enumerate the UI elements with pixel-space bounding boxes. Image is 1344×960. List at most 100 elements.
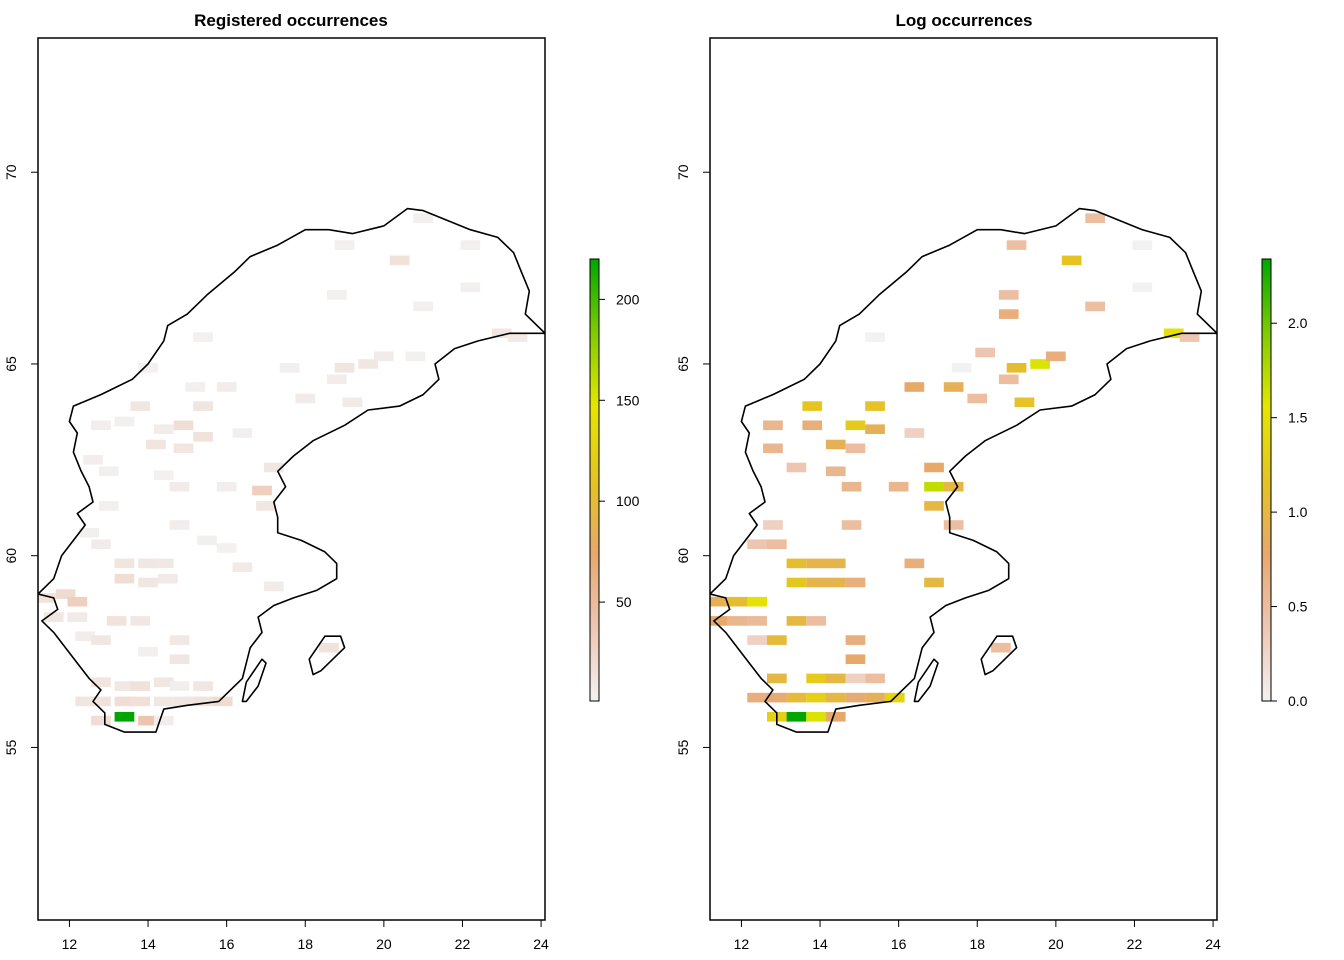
x-tick-label: 12	[734, 936, 750, 952]
raster-cell	[747, 635, 767, 645]
x-tick-label: 12	[62, 936, 78, 952]
raster-cell	[825, 466, 846, 477]
raster-cell	[91, 677, 111, 687]
raster-cell	[1132, 240, 1153, 250]
x-tick-label: 16	[891, 936, 907, 952]
raster-cell	[845, 692, 866, 703]
raster-cell	[55, 589, 76, 599]
raster-cell	[173, 443, 194, 454]
raster-cell	[1179, 332, 1200, 342]
raster-cell	[747, 596, 767, 607]
plot-area	[38, 207, 545, 733]
raster-cell	[79, 527, 99, 538]
raster-cell	[146, 439, 166, 450]
raster-cell	[138, 577, 158, 588]
chart-title: Registered occurrences	[194, 11, 388, 30]
raster-cell	[138, 558, 158, 569]
coastline-gotland	[308, 635, 346, 676]
raster-cell	[747, 616, 767, 626]
raster-cell	[216, 481, 237, 492]
raster-cell	[841, 520, 862, 530]
raster-cell	[825, 577, 846, 588]
plot-area	[710, 207, 1217, 733]
raster-cell	[975, 347, 995, 358]
raster-cell	[806, 673, 826, 684]
raster-cell	[413, 213, 433, 223]
raster-cell	[1085, 213, 1105, 223]
raster-cell	[1163, 328, 1184, 339]
raster-cell	[888, 481, 909, 492]
raster-cell	[67, 612, 88, 622]
raster-cell	[264, 462, 284, 473]
raster-cell	[825, 558, 846, 569]
raster-cell	[786, 616, 807, 626]
raster-cell	[967, 393, 988, 404]
panel-registered-occurrences: Registered occurrences 12 14 16 18 20 22 24 55 6…	[3, 11, 640, 952]
raster-cell	[1046, 351, 1066, 362]
raster-cell	[1006, 363, 1027, 373]
raster-cell	[389, 255, 410, 266]
raster-cell	[460, 240, 481, 250]
raster-cell	[334, 240, 355, 250]
coastline-mainland	[710, 207, 1217, 733]
colorbar-tick-label: 50	[616, 594, 632, 610]
raster-cell	[786, 462, 807, 473]
raster-cell	[114, 696, 135, 707]
raster-cell	[767, 635, 787, 645]
raster-cell	[747, 539, 767, 549]
raster-cell	[825, 673, 846, 684]
plot-frame	[709, 37, 1218, 921]
y-tick-label: 55	[675, 739, 691, 755]
raster-cell	[67, 596, 88, 607]
y-tick-label: 70	[3, 164, 19, 180]
y-tick-label: 55	[3, 739, 19, 755]
raster-cell	[825, 692, 846, 703]
raster-cell	[232, 428, 253, 438]
raster-cell	[91, 635, 111, 645]
raster-cell	[232, 562, 253, 572]
raster-cell	[806, 558, 826, 569]
raster-cell	[216, 543, 237, 553]
raster-cell	[114, 558, 135, 569]
x-tick-label: 18	[297, 936, 313, 952]
plot-frame	[37, 37, 546, 921]
raster-cell	[786, 558, 807, 569]
colorbar-tick-label: 1.0	[1288, 504, 1308, 520]
raster-cell	[991, 642, 1011, 653]
raster-cell	[114, 573, 135, 584]
raster-cell	[845, 654, 866, 664]
raster-cell	[326, 290, 347, 300]
raster-cell	[413, 301, 433, 312]
raster-cell	[358, 359, 378, 369]
raster-cell	[98, 466, 119, 477]
raster-cell	[924, 577, 944, 588]
raster-cell	[767, 692, 787, 703]
raster-cell	[998, 290, 1019, 300]
raster-cell	[319, 642, 339, 653]
raster-cell	[256, 501, 276, 511]
raster-cell	[786, 577, 807, 588]
raster-cell	[763, 520, 783, 530]
raster-cell	[193, 432, 213, 442]
raster-cell	[197, 535, 217, 546]
raster-cell	[43, 612, 64, 622]
raster-cell	[114, 681, 135, 691]
chart-title: Log occurrences	[896, 11, 1033, 30]
raster-cell	[1030, 359, 1050, 369]
y-tick-label: 65	[675, 356, 691, 372]
raster-cell	[83, 455, 103, 465]
colorbar	[589, 258, 600, 702]
colorbar-tick-label: 0.0	[1288, 693, 1308, 709]
raster-cell	[1061, 255, 1082, 266]
raster-cell	[295, 393, 316, 404]
raster-cell	[98, 501, 119, 511]
raster-cell	[841, 481, 862, 492]
raster-cell	[91, 539, 111, 549]
raster-cell	[1006, 240, 1027, 250]
raster-cell	[767, 673, 787, 684]
x-tick-label: 14	[140, 936, 156, 952]
raster-cell	[173, 420, 194, 431]
raster-cell	[806, 616, 826, 626]
raster-cell	[153, 424, 174, 434]
